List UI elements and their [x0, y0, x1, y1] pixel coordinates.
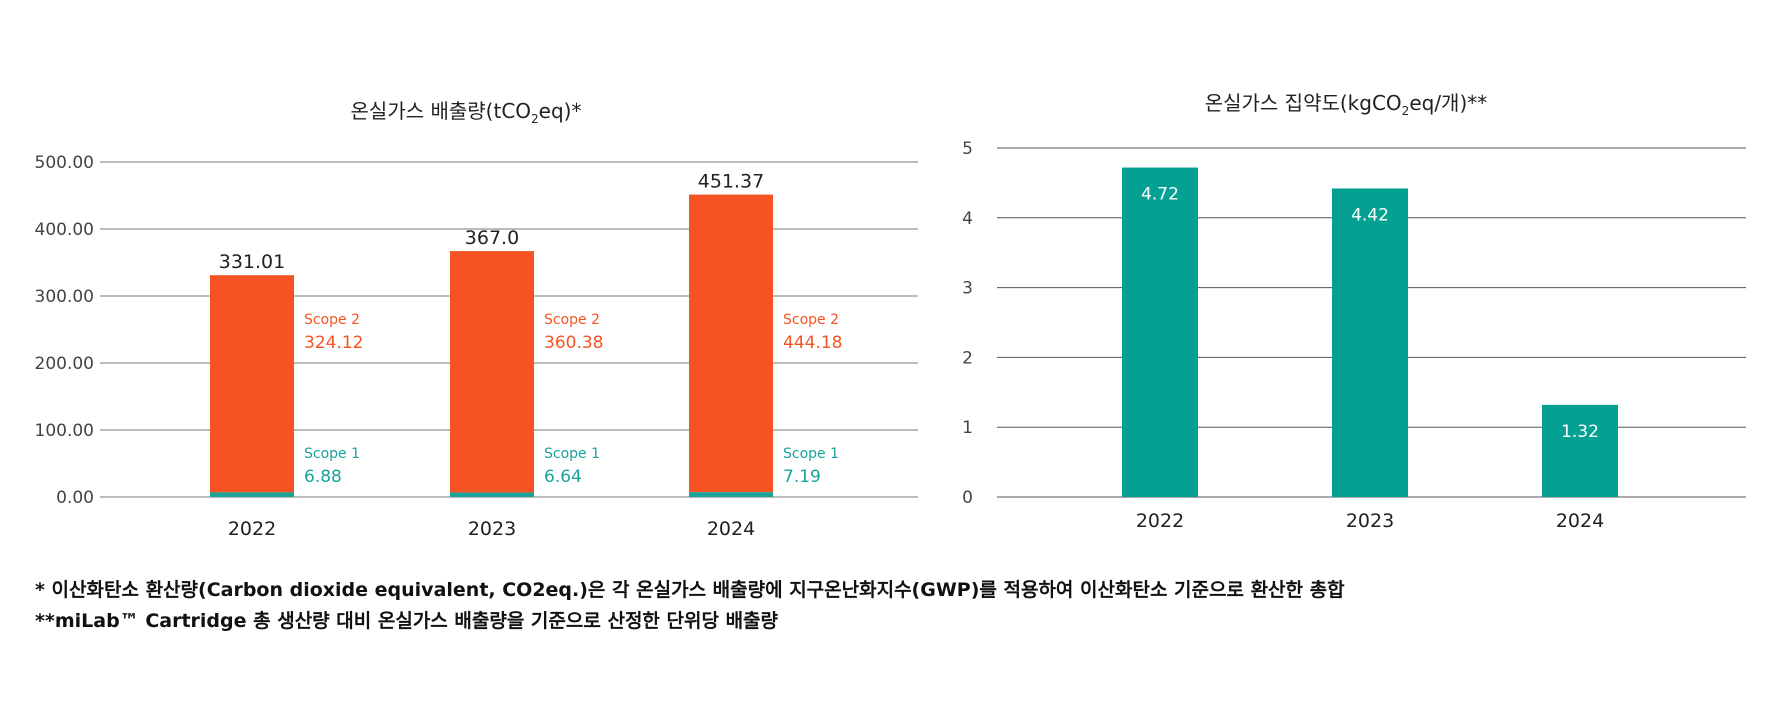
category-label: 2022	[1136, 510, 1184, 532]
y-tick-label: 400.00	[35, 220, 94, 240]
bar-value-label: 4.42	[1351, 205, 1389, 225]
scope2-value: 324.12	[304, 333, 363, 353]
footnotes: * 이산화탄소 환산량(Carbon dioxide equivalent, C…	[35, 575, 1345, 637]
bar-scope2-2024	[689, 194, 773, 493]
scope2-value: 444.18	[783, 333, 842, 353]
bar-scope2-2023	[450, 251, 534, 493]
intensity-bars	[1122, 167, 1618, 497]
emissions-labels: 331.01 Scope 2 324.12 Scope 1 6.88 367.0 Scope…	[219, 171, 843, 487]
y-tick-label: 0.00	[56, 488, 94, 508]
bar-2023	[1332, 188, 1408, 497]
bar-scope1-2022	[210, 492, 294, 497]
y-tick-label: 2	[962, 348, 973, 368]
y-tick-label: 0	[962, 488, 973, 508]
emissions-bars	[210, 194, 773, 497]
emissions-categories: 2022 2023 2024	[228, 518, 755, 540]
scope1-value: 6.64	[544, 467, 582, 487]
scope2-name: Scope 2	[544, 312, 600, 328]
total-label: 367.0	[465, 227, 519, 249]
scope2-value: 360.38	[544, 333, 603, 353]
y-tick-label: 500.00	[35, 153, 94, 173]
category-label: 2023	[1346, 510, 1394, 532]
scope2-name: Scope 2	[304, 312, 360, 328]
total-label: 451.37	[698, 171, 764, 193]
scope1-name: Scope 1	[783, 446, 839, 462]
footnote-intensity: **miLab™ Cartridge 총 생산량 대비 온실가스 배출량을 기준…	[35, 610, 779, 632]
footnote-co2eq: * 이산화탄소 환산량(Carbon dioxide equivalent, C…	[35, 579, 1345, 601]
y-tick-label: 4	[962, 209, 973, 229]
bar-2022	[1122, 167, 1198, 497]
y-tick-label: 5	[962, 139, 973, 159]
intensity-labels: 4.72 4.42 1.32	[1141, 185, 1599, 442]
category-label: 2022	[228, 518, 276, 540]
y-tick-label: 200.00	[35, 354, 94, 374]
bar-scope1-2023	[450, 492, 534, 497]
bar-value-label: 1.32	[1561, 422, 1599, 442]
intensity-chart: 온실가스 집약도(kgCO2eq/개)** 0 1 2 3 4 5 4.72 4.42 1.3…	[962, 91, 1746, 532]
scope2-name: Scope 2	[783, 312, 839, 328]
emissions-chart: 온실가스 배출량(tCO2eq)* 0.00 100.00 200.00 300.00…	[35, 99, 918, 540]
bar-scope2-2022	[210, 275, 294, 493]
category-label: 2024	[707, 518, 755, 540]
total-label: 331.01	[219, 251, 285, 273]
scope1-name: Scope 1	[304, 446, 360, 462]
emissions-chart-title: 온실가스 배출량(tCO2eq)*	[351, 99, 582, 126]
bar-scope1-2024	[689, 492, 773, 497]
y-tick-label: 1	[962, 418, 973, 438]
category-label: 2024	[1556, 510, 1604, 532]
emissions-y-ticks: 0.00 100.00 200.00 300.00 400.00 500.00	[35, 153, 94, 508]
bar-2024	[1542, 404, 1618, 497]
intensity-categories: 2022 2023 2024	[1136, 510, 1604, 532]
y-tick-label: 3	[962, 279, 973, 299]
scope1-value: 6.88	[304, 467, 342, 487]
charts-canvas: 온실가스 배출량(tCO2eq)* 0.00100.00200.00300.00…	[35, 91, 1746, 540]
y-tick-label: 100.00	[35, 421, 94, 441]
category-label: 2023	[468, 518, 516, 540]
y-tick-label: 300.00	[35, 287, 94, 307]
bar-value-label: 4.72	[1141, 185, 1179, 205]
scope1-name: Scope 1	[544, 446, 600, 462]
intensity-y-ticks: 0 1 2 3 4 5	[962, 139, 973, 508]
intensity-chart-title: 온실가스 집약도(kgCO2eq/개)**	[1205, 91, 1488, 118]
scope1-value: 7.19	[783, 467, 821, 487]
